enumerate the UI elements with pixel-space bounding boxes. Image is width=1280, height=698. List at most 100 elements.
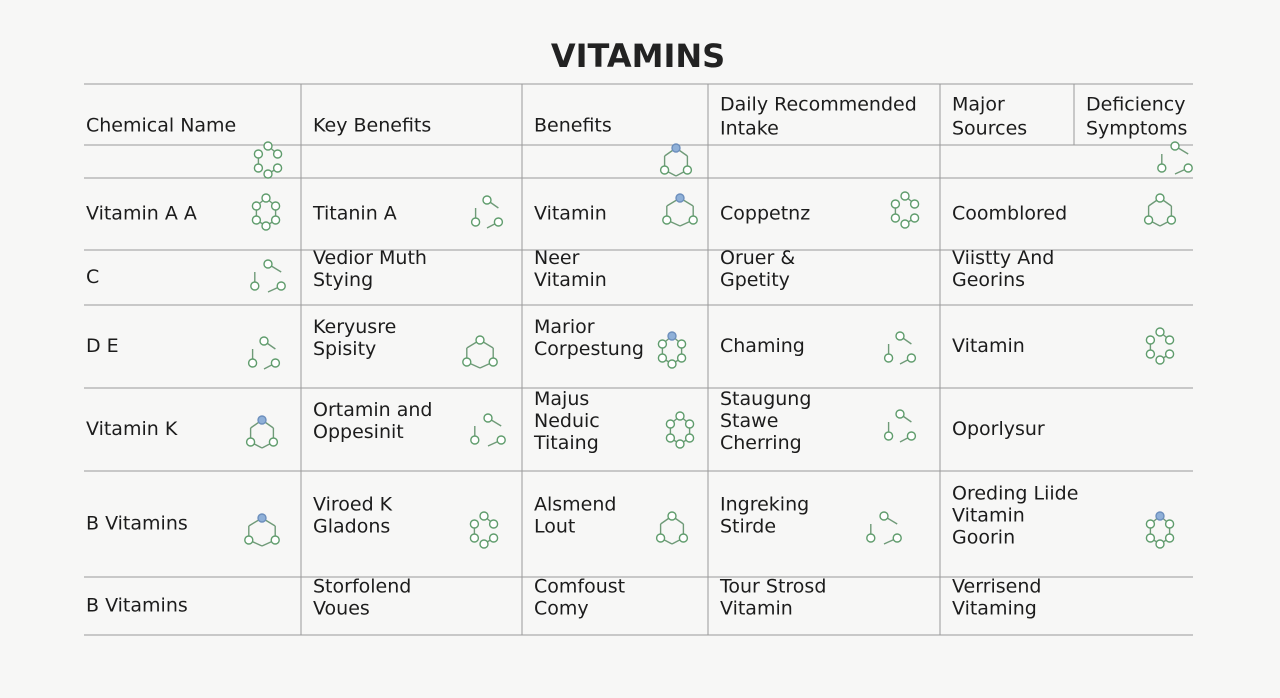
- atom: [906, 353, 917, 363]
- atom: [675, 439, 685, 449]
- cell-text: Ortamin and: [313, 399, 432, 421]
- header-cell: Key Benefits: [313, 115, 431, 137]
- cell-text: Cherring: [720, 432, 802, 454]
- atom: [251, 215, 262, 225]
- atom: [270, 201, 281, 211]
- atom: [257, 415, 267, 425]
- atom: [263, 259, 273, 269]
- atom: [263, 141, 273, 151]
- cell-text: Stawe: [720, 410, 778, 432]
- molecule-icon: [883, 409, 917, 443]
- molecule-icon: [1143, 193, 1177, 227]
- header-cell: Intake: [720, 118, 779, 140]
- header-cell: Symptoms: [1086, 118, 1187, 140]
- cell-text: Titanin A: [312, 203, 397, 225]
- cell-text: Staugung: [720, 388, 811, 410]
- cell-text: Oruer &: [720, 247, 795, 269]
- molecule-icon: [883, 331, 917, 365]
- header-cell: Chemical Name: [86, 115, 236, 137]
- atom: [253, 163, 264, 173]
- atom: [1164, 519, 1175, 529]
- atom: [1170, 141, 1180, 151]
- atom: [1145, 533, 1156, 543]
- cell-text: Vitamin K: [86, 418, 178, 440]
- cell-text: Keryusre: [313, 316, 396, 338]
- molecule-icon: [250, 259, 286, 293]
- atom: [247, 358, 258, 368]
- atom: [684, 433, 695, 443]
- atom: [475, 335, 485, 345]
- atom: [272, 149, 283, 159]
- atom: [479, 511, 489, 521]
- atom: [659, 165, 670, 175]
- molecule-icon: [470, 413, 506, 447]
- atom: [1183, 163, 1193, 173]
- atom: [469, 519, 480, 529]
- cell-text: Vitamin A A: [86, 203, 197, 225]
- atom: [259, 336, 269, 346]
- cell-text: Comfoust: [534, 576, 625, 598]
- atom: [883, 431, 894, 441]
- atom: [488, 533, 499, 543]
- header-cell: Benefits: [534, 115, 612, 137]
- atom: [1145, 335, 1156, 345]
- cell-text: Stirde: [720, 516, 776, 538]
- molecule-icon: [866, 511, 902, 545]
- atom: [900, 191, 910, 201]
- cell-text: Goorin: [952, 527, 1015, 549]
- atom: [657, 353, 668, 363]
- atom: [665, 433, 676, 443]
- atom: [1143, 215, 1154, 225]
- atom: [1145, 519, 1156, 529]
- cell-text: D E: [86, 335, 119, 357]
- atom: [251, 201, 262, 211]
- atom: [675, 193, 685, 203]
- atom: [883, 353, 894, 363]
- atom: [676, 353, 687, 363]
- atom: [261, 221, 271, 231]
- atom: [488, 357, 498, 367]
- cell-text: Vedior Muth: [313, 247, 427, 269]
- atom: [688, 215, 698, 225]
- cell-text: Gladons: [313, 516, 390, 538]
- atom: [257, 513, 267, 523]
- cell-text: Majus: [534, 388, 589, 410]
- molecule-icon: [665, 411, 695, 449]
- molecule-icon: [247, 336, 281, 370]
- atom: [245, 437, 256, 447]
- molecule-icon: [659, 143, 693, 177]
- atom: [895, 331, 905, 341]
- atom: [1155, 539, 1165, 549]
- atom: [678, 533, 689, 543]
- atom: [879, 511, 889, 521]
- atom: [676, 339, 687, 349]
- molecule-icon: [470, 195, 504, 229]
- molecule-icon: [462, 335, 498, 369]
- cell-text: Comy: [534, 598, 589, 620]
- atom: [483, 413, 493, 423]
- atom: [482, 195, 492, 205]
- atom: [462, 357, 472, 367]
- cell-text: Chaming: [720, 335, 805, 357]
- cell-text: Vitamin: [534, 269, 607, 291]
- cell-text: Coomblored: [952, 203, 1067, 225]
- atom: [253, 149, 264, 159]
- atom: [1155, 355, 1165, 365]
- atom: [470, 435, 480, 445]
- cell-text: Neer: [534, 247, 580, 269]
- cell-text: Coppetnz: [720, 203, 810, 225]
- atom: [1145, 349, 1156, 359]
- atom: [1164, 349, 1175, 359]
- atom: [1166, 215, 1177, 225]
- atom: [892, 533, 902, 543]
- molecule-icon: [253, 141, 283, 179]
- atom: [261, 193, 271, 203]
- cell-text: Vitamin: [720, 598, 793, 620]
- molecule-icon: [655, 511, 689, 545]
- atom: [263, 169, 273, 179]
- atom: [657, 339, 668, 349]
- atom: [665, 419, 676, 429]
- header-cell: Daily Recommended: [720, 94, 917, 116]
- atom: [662, 215, 672, 225]
